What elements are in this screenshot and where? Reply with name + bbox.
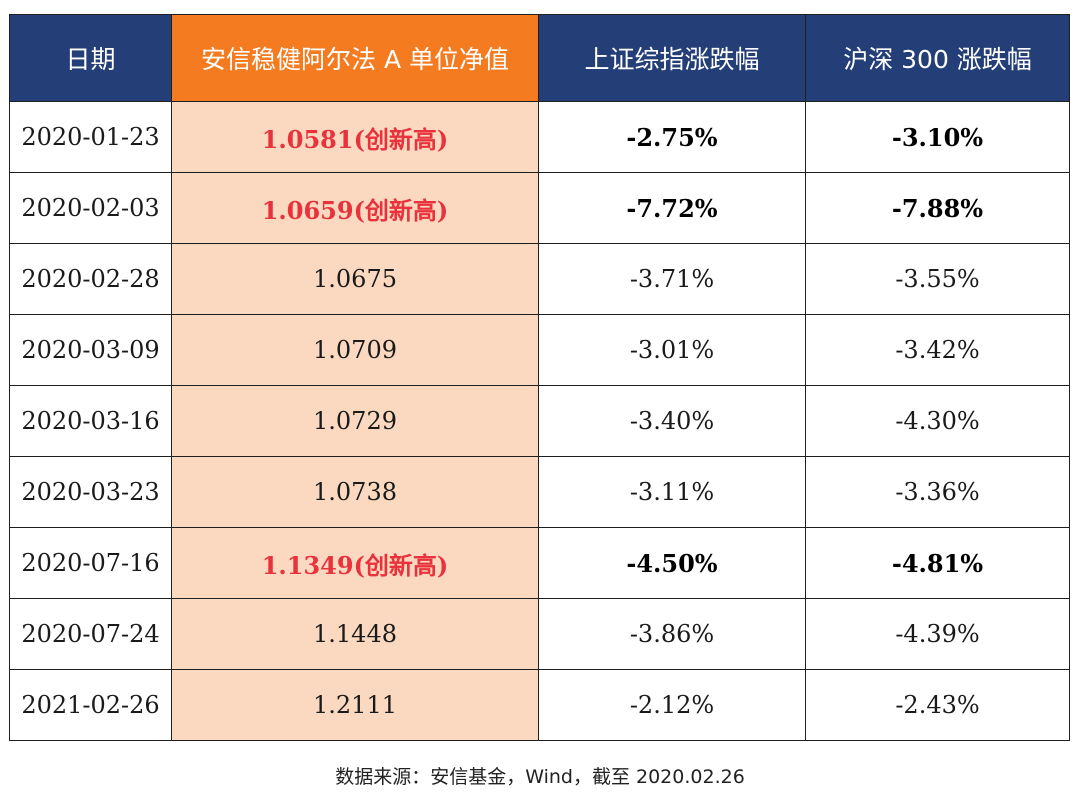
cell-csi300-change: -4.81% bbox=[805, 527, 1070, 599]
fund-nav-table: 日期 安信稳健阿尔法 A 单位净值 上证综指涨跌幅 沪深 300 涨跌幅 202… bbox=[9, 14, 1070, 741]
cell-sse-change: -7.72% bbox=[538, 172, 806, 244]
cell-date: 2020-02-03 bbox=[9, 172, 172, 244]
cell-csi300-change: -2.43% bbox=[805, 669, 1070, 741]
table-row: 2020-07-16 1.1349(创新高) -4.50% -4.81% bbox=[9, 527, 1070, 599]
cell-date: 2020-03-23 bbox=[9, 456, 172, 528]
table-row: 2021-02-26 1.2111 -2.12% -2.43% bbox=[9, 669, 1070, 741]
cell-sse-change: -3.01% bbox=[538, 314, 806, 386]
header-fund-nav: 安信稳健阿尔法 A 单位净值 bbox=[171, 14, 539, 102]
header-csi300-change: 沪深 300 涨跌幅 bbox=[805, 14, 1070, 102]
cell-date: 2020-03-16 bbox=[9, 385, 172, 457]
table-row: 2020-07-24 1.1448 -3.86% -4.39% bbox=[9, 598, 1070, 670]
source-note: 数据来源：安信基金，Wind，截至 2020.02.26 bbox=[335, 766, 745, 788]
cell-nav: 1.0581(创新高) bbox=[171, 101, 539, 173]
cell-csi300-change: -4.39% bbox=[805, 598, 1070, 670]
table-row: 2020-03-23 1.0738 -3.11% -3.36% bbox=[9, 456, 1070, 528]
cell-date: 2020-01-23 bbox=[9, 101, 172, 173]
cell-sse-change: -4.50% bbox=[538, 527, 806, 599]
cell-date: 2021-02-26 bbox=[9, 669, 172, 741]
cell-csi300-change: -4.30% bbox=[805, 385, 1070, 457]
cell-csi300-change: -3.55% bbox=[805, 243, 1070, 315]
table-row: 2020-03-09 1.0709 -3.01% -3.42% bbox=[9, 314, 1070, 386]
cell-sse-change: -2.12% bbox=[538, 669, 806, 741]
table-header-row: 日期 安信稳健阿尔法 A 单位净值 上证综指涨跌幅 沪深 300 涨跌幅 bbox=[9, 14, 1070, 102]
header-sse-change: 上证综指涨跌幅 bbox=[538, 14, 806, 102]
cell-sse-change: -3.86% bbox=[538, 598, 806, 670]
table-body: 2020-01-23 1.0581(创新高) -2.75% -3.10% 202… bbox=[9, 101, 1070, 741]
table-row: 2020-03-16 1.0729 -3.40% -4.30% bbox=[9, 385, 1070, 457]
cell-sse-change: -3.71% bbox=[538, 243, 806, 315]
header-date: 日期 bbox=[9, 14, 172, 102]
cell-csi300-change: -7.88% bbox=[805, 172, 1070, 244]
table-row: 2020-01-23 1.0581(创新高) -2.75% -3.10% bbox=[9, 101, 1070, 173]
cell-nav: 1.0738 bbox=[171, 456, 539, 528]
cell-date: 2020-02-28 bbox=[9, 243, 172, 315]
cell-date: 2020-07-16 bbox=[9, 527, 172, 599]
table-row: 2020-02-03 1.0659(创新高) -7.72% -7.88% bbox=[9, 172, 1070, 244]
cell-csi300-change: -3.36% bbox=[805, 456, 1070, 528]
cell-date: 2020-07-24 bbox=[9, 598, 172, 670]
cell-sse-change: -3.11% bbox=[538, 456, 806, 528]
cell-nav: 1.0729 bbox=[171, 385, 539, 457]
cell-csi300-change: -3.10% bbox=[805, 101, 1070, 173]
cell-nav: 1.0659(创新高) bbox=[171, 172, 539, 244]
cell-nav: 1.0709 bbox=[171, 314, 539, 386]
cell-nav: 1.1448 bbox=[171, 598, 539, 670]
cell-csi300-change: -3.42% bbox=[805, 314, 1070, 386]
cell-sse-change: -2.75% bbox=[538, 101, 806, 173]
cell-date: 2020-03-09 bbox=[9, 314, 172, 386]
table-row: 2020-02-28 1.0675 -3.71% -3.55% bbox=[9, 243, 1070, 315]
cell-nav: 1.0675 bbox=[171, 243, 539, 315]
cell-nav: 1.1349(创新高) bbox=[171, 527, 539, 599]
cell-sse-change: -3.40% bbox=[538, 385, 806, 457]
cell-nav: 1.2111 bbox=[171, 669, 539, 741]
